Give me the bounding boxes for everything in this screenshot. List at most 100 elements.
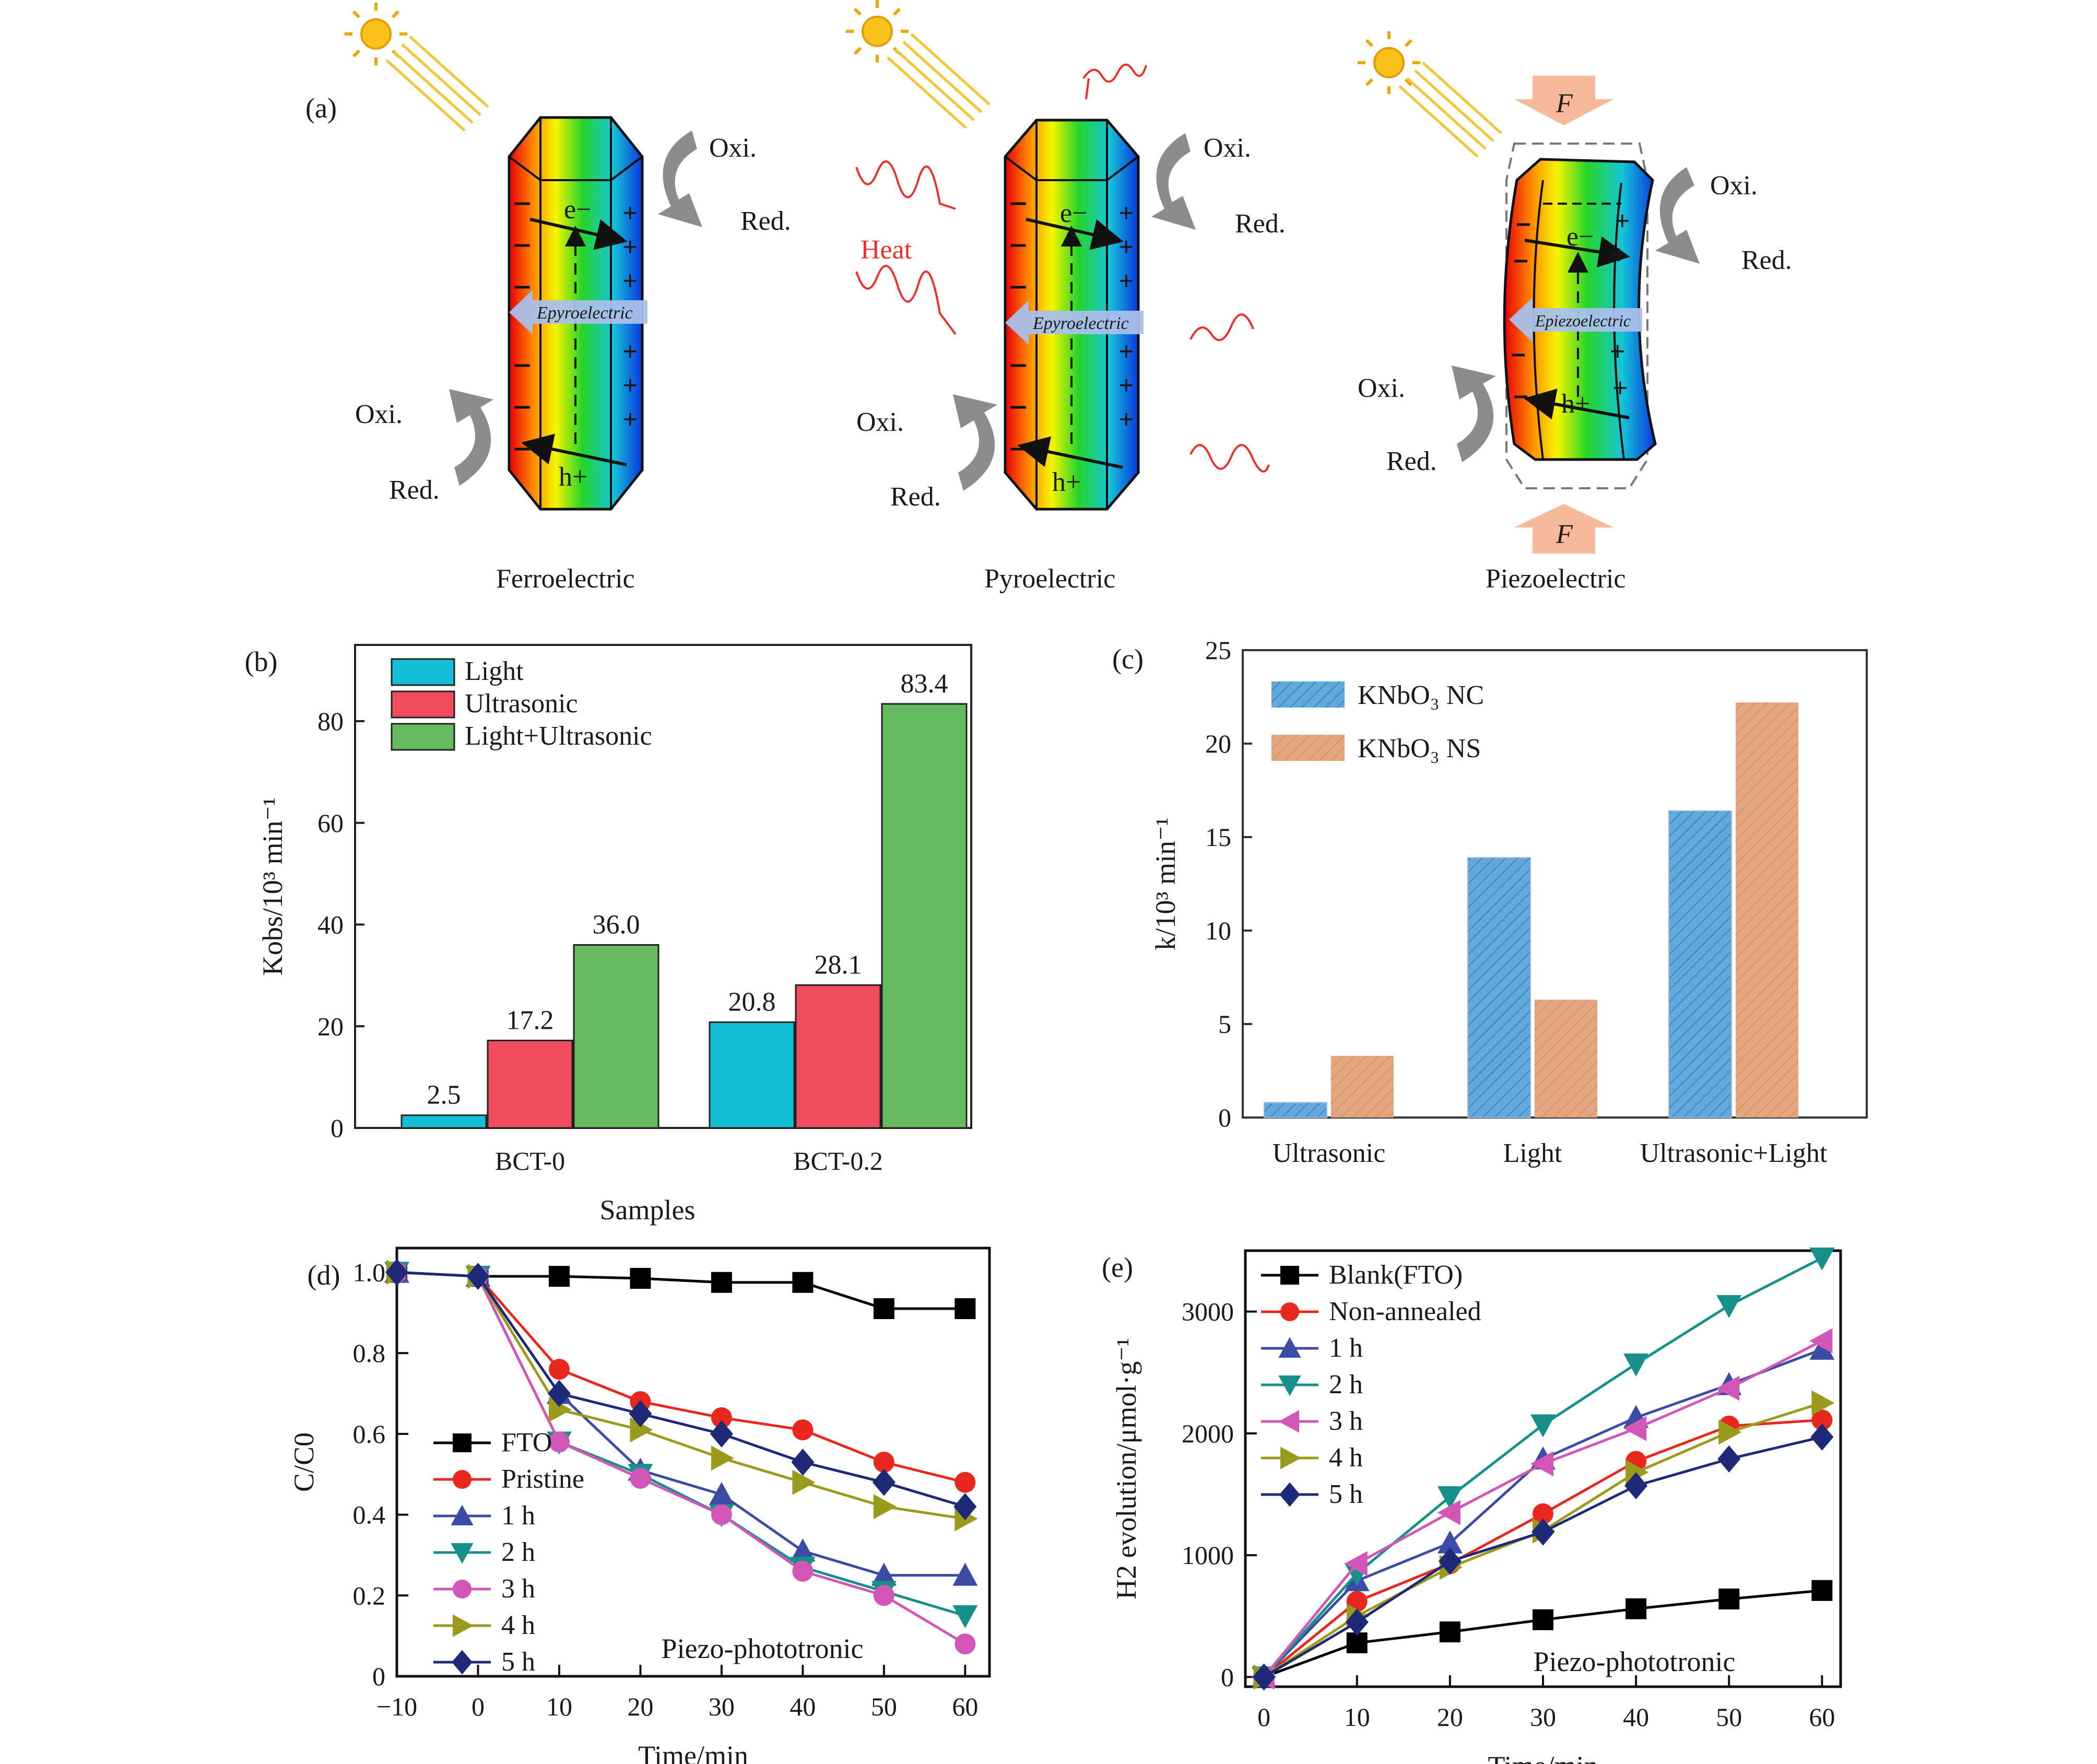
legend-label: Light xyxy=(465,656,524,686)
bar-value-label: 28.1 xyxy=(815,950,862,980)
data-point xyxy=(1438,1547,1462,1575)
data-point xyxy=(1811,1580,1833,1601)
data-point xyxy=(1811,1409,1833,1431)
legend-swatch xyxy=(391,723,455,751)
data-point xyxy=(1252,1663,1276,1691)
data-point xyxy=(792,1419,814,1441)
data-point xyxy=(1530,1414,1556,1438)
legend-swatch xyxy=(391,690,455,719)
data-point xyxy=(1623,1353,1649,1377)
x-tick-label: 50 xyxy=(1716,1702,1742,1732)
bar xyxy=(1467,857,1531,1118)
series-line xyxy=(396,1271,965,1310)
legend-label: 4 h xyxy=(501,1610,535,1640)
svg-text:+: + xyxy=(1118,232,1134,262)
legend-marker xyxy=(453,1614,474,1637)
panel-a-label: (a) xyxy=(305,92,337,124)
legend-label: 2 h xyxy=(501,1537,535,1567)
svg-text:+: + xyxy=(1118,337,1134,367)
bar-value-label: 36.0 xyxy=(593,910,640,939)
data-point xyxy=(630,1268,651,1289)
data-point xyxy=(955,1472,976,1493)
force-arrow-bottom: F xyxy=(1514,504,1613,554)
ferroelectric-caption: Ferroelectric xyxy=(496,564,635,594)
legend-label: 4 h xyxy=(1329,1443,1363,1473)
x-tick-label: 40 xyxy=(1623,1702,1649,1732)
field-label: Epyroelectric xyxy=(1032,314,1129,333)
data-point xyxy=(1809,1328,1833,1354)
data-point xyxy=(1437,1486,1463,1510)
x-axis-title: Time/min xyxy=(638,1740,748,1764)
x-tick-label: BCT-0 xyxy=(495,1146,565,1175)
y-axis-title: H2 evolution/μmol·g⁻¹ xyxy=(1111,1338,1142,1600)
x-tick-label: BCT-0.2 xyxy=(793,1146,883,1175)
svg-text:+: + xyxy=(1118,266,1134,296)
bar xyxy=(1264,1102,1327,1119)
data-point xyxy=(711,1445,734,1471)
y-axis-title: k/10³ min⁻¹ xyxy=(1150,817,1181,950)
legend-swatch xyxy=(1271,681,1345,708)
y-tick-label: 0.2 xyxy=(353,1581,386,1610)
oxi-bottom: Oxi. xyxy=(355,399,403,429)
red-bottom: Red. xyxy=(389,475,440,505)
data-point xyxy=(1718,1589,1740,1610)
data-point xyxy=(1346,1632,1368,1654)
data-point xyxy=(1624,1472,1648,1500)
oxi-bottom: Oxi. xyxy=(856,407,904,437)
y-tick-label: 20 xyxy=(317,1012,344,1041)
electron-label: e− xyxy=(1566,222,1594,252)
data-point xyxy=(710,1420,733,1448)
svg-text:+: + xyxy=(1118,198,1134,228)
bar xyxy=(709,1021,795,1129)
bar xyxy=(573,944,659,1129)
piezoelectric-diagram: F + + + + Epiezoelectric e− h+ O xyxy=(1358,31,1792,594)
data-point xyxy=(1809,1336,1835,1360)
red-bottom: Red. xyxy=(890,482,941,512)
data-point xyxy=(1439,1621,1460,1643)
data-point xyxy=(1530,1451,1553,1477)
data-point xyxy=(711,1504,732,1525)
legend-label: FTO xyxy=(501,1428,552,1457)
heat-label: Heat xyxy=(861,235,912,265)
data-point xyxy=(709,1481,734,1505)
legend-marker xyxy=(452,1650,473,1675)
legend-marker xyxy=(451,1543,474,1564)
x-tick-label: Ultrasonic xyxy=(1273,1138,1386,1168)
panel-a: (a) xyxy=(305,0,1792,594)
legend-marker xyxy=(1278,1337,1301,1358)
data-point xyxy=(873,1585,894,1606)
force-label-top: F xyxy=(1556,89,1573,119)
svg-text:+: + xyxy=(1610,337,1625,367)
x-tick-label: 30 xyxy=(1530,1702,1556,1732)
y-tick-label: 40 xyxy=(317,910,344,939)
data-point xyxy=(1716,1375,1740,1401)
y-tick-label: 1.0 xyxy=(353,1257,386,1287)
legend-label: Blank(FTO) xyxy=(1329,1260,1463,1290)
red-bottom: Red. xyxy=(1386,446,1437,476)
data-point xyxy=(630,1417,653,1443)
x-tick-label: 60 xyxy=(952,1692,978,1721)
x-tick-label: 50 xyxy=(871,1692,897,1721)
x-tick-label: 60 xyxy=(1809,1702,1835,1732)
pyroelectric-caption: Pyroelectric xyxy=(984,564,1115,594)
y-axis-title: Kobs/10³ min⁻¹ xyxy=(257,797,288,975)
sun-icon xyxy=(846,0,991,129)
y-tick-label: 3000 xyxy=(1182,1297,1234,1326)
y-tick-label: 0.4 xyxy=(353,1500,386,1530)
electron-label: e− xyxy=(1060,198,1087,228)
data-point xyxy=(711,1407,732,1428)
data-point xyxy=(711,1272,732,1293)
data-point xyxy=(1716,1295,1742,1318)
bar-value-label: 20.8 xyxy=(728,987,776,1017)
legend-marker xyxy=(1280,1447,1301,1469)
force-label-bottom: F xyxy=(1556,520,1573,549)
field-label: Epiezoelectric xyxy=(1535,311,1631,330)
x-tick-label: 0 xyxy=(1257,1702,1270,1732)
data-point xyxy=(1437,1500,1460,1525)
svg-text:+: + xyxy=(1615,206,1630,236)
legend-marker xyxy=(453,1580,472,1598)
legend-label: 1 h xyxy=(501,1501,535,1531)
field-label: Epyroelectric xyxy=(536,303,633,323)
bar xyxy=(400,1114,487,1129)
